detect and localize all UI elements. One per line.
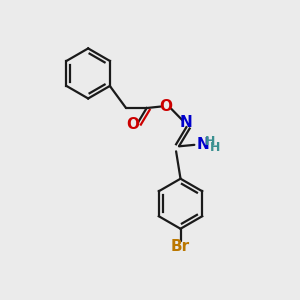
Text: N: N	[180, 115, 193, 130]
Text: H: H	[210, 141, 220, 154]
Text: H: H	[205, 134, 215, 148]
Text: N: N	[196, 137, 209, 152]
Text: O: O	[126, 117, 139, 132]
Text: Br: Br	[171, 239, 190, 254]
Text: O: O	[159, 99, 172, 114]
